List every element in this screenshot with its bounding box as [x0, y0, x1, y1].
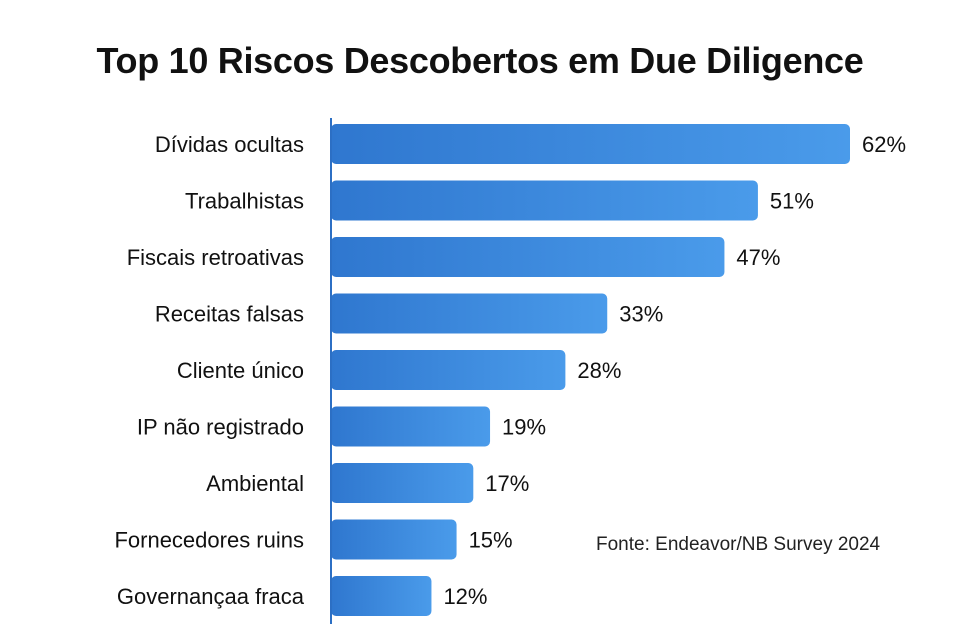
category-label: Dívidas ocultas [155, 132, 304, 157]
value-label: 28% [577, 358, 621, 383]
value-label: 19% [502, 415, 546, 440]
category-label: Trabalhistas [185, 189, 304, 214]
value-label: 33% [619, 302, 663, 327]
value-label: 62% [862, 132, 906, 157]
bar [331, 406, 491, 447]
bar [331, 519, 457, 560]
category-label: Governançaa fraca [117, 584, 305, 609]
category-label: Ambiental [206, 471, 304, 496]
bar [331, 463, 474, 503]
bar [331, 124, 850, 164]
category-label: Cliente único [177, 358, 304, 383]
category-label: IP não registrado [137, 415, 304, 440]
category-label: Receitas falsas [155, 302, 304, 327]
source-note: Fonte: Endeavor/NB Survey 2024 [596, 534, 881, 555]
bar [331, 293, 608, 334]
value-label: 12% [443, 584, 487, 609]
value-label: 51% [770, 189, 814, 214]
category-label: Fornecedores ruins [114, 528, 304, 553]
bar [331, 576, 432, 616]
value-label: 47% [736, 245, 780, 270]
value-label: 15% [469, 528, 513, 553]
bar [331, 180, 758, 221]
bar [331, 237, 725, 277]
value-label: 17% [485, 471, 529, 496]
chart-title: Top 10 Riscos Descobertos em Due Diligen… [96, 40, 864, 81]
bar [331, 350, 566, 390]
category-label: Fiscais retroativas [127, 245, 304, 270]
